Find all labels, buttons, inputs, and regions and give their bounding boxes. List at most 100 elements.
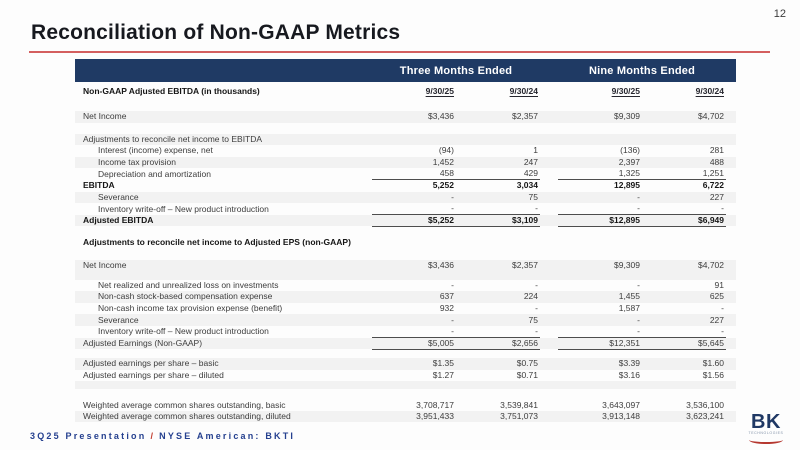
row-label: Non-GAAP Adjusted EBITDA (in thousands)	[83, 86, 260, 96]
value-cell: $1.60	[702, 358, 724, 369]
spacer-row	[75, 271, 736, 280]
value-cell: $1.35	[432, 358, 454, 369]
row-label: Adjusted earnings per share – basic	[83, 358, 219, 369]
row-label: Income tax provision	[98, 157, 176, 168]
value-cell: 932	[439, 303, 454, 314]
value-cell: 3,536,100	[686, 399, 724, 410]
logo-red-swoosh-icon	[749, 436, 783, 444]
value-cell: 1,325	[558, 168, 642, 181]
value-cell: 3,034	[516, 180, 538, 191]
row-label: Net realized and unrealized loss on inve…	[98, 279, 279, 290]
row-label: Adjustments to reconcile net income to A…	[83, 236, 351, 247]
table-row: Adjusted earnings per share – basic $1.35…	[75, 358, 736, 370]
row-label: Adjusted Earnings (Non-GAAP)	[83, 338, 203, 348]
table-row: Net realized and unrealized loss on inve…	[75, 280, 736, 292]
value-cell: 1,452	[432, 157, 454, 168]
table-row: Adjusted Earnings (Non-GAAP) $5,005 $2,656…	[75, 337, 736, 350]
value-cell: $3.16	[618, 369, 640, 380]
row-label: Severance	[98, 191, 139, 202]
row-label: Inventory write-off – New product introd…	[98, 203, 269, 214]
value-cell: -	[637, 191, 640, 202]
table-row: Net Income $3,436 $2,357 $9,309 $4,702	[75, 111, 736, 123]
row-label: Adjustments to reconcile net income to E…	[83, 133, 263, 144]
date-column-header: 9/30/24	[695, 86, 724, 96]
value-cell: 12,895	[614, 180, 640, 191]
footer-presentation-label: 3Q25 Presentation	[30, 431, 147, 441]
logo-bk-text: BK	[751, 411, 781, 433]
value-cell: 3,951,433	[416, 411, 454, 422]
value-cell: 3,623,241	[686, 411, 724, 422]
table-row: Non-cash income tax provision expense (b…	[75, 303, 736, 315]
row-label: Net Income	[83, 260, 127, 271]
value-cell: -	[451, 314, 454, 325]
table-row: Interest (income) expense, net (94) 1 (136)…	[75, 145, 736, 157]
table-row: Income tax provision 1,452 247 2,397 488	[75, 156, 736, 169]
table-row: Adjustments to reconcile net income to E…	[75, 133, 736, 146]
group-header-three-months: Three Months Ended	[399, 64, 513, 77]
value-cell: 227	[709, 314, 724, 325]
value-cell: $12,351	[558, 338, 642, 350]
value-cell: $3,436	[428, 260, 454, 271]
table-row: Adjustments to reconcile net income to A…	[75, 236, 736, 248]
spacer-row	[75, 381, 736, 390]
row-label: Non-cash income tax provision expense (b…	[98, 303, 283, 314]
spacer-row	[75, 248, 736, 260]
value-cell: 91	[714, 279, 724, 290]
value-cell: $0.71	[516, 369, 538, 380]
value-cell: 3,539,841	[500, 399, 538, 410]
logo-subtitle-text: TECHNOLOGIES	[748, 431, 784, 435]
page-number: 12	[773, 8, 786, 20]
value-cell: -	[721, 303, 724, 314]
value-cell: $1.56	[702, 369, 724, 380]
row-label: EBITDA	[83, 180, 115, 191]
date-column-header: 9/30/25	[425, 86, 454, 96]
value-cell: $3,436	[428, 111, 454, 122]
value-cell: $3,109	[456, 215, 540, 227]
value-cell: 3,708,717	[416, 399, 454, 410]
value-cell: $0.75	[516, 358, 538, 369]
value-cell: -	[372, 203, 456, 216]
table-row: Inventory write-off – New product introd…	[75, 326, 736, 338]
value-cell: 281	[709, 145, 724, 156]
value-cell: $4,702	[698, 260, 724, 271]
value-cell: 3,913,148	[602, 411, 640, 422]
value-cell: $9,309	[614, 260, 640, 271]
table-body: Non-GAAP Adjusted EBITDA (in thousands) 9…	[75, 84, 736, 423]
value-cell: -	[558, 203, 642, 216]
row-label: Weighted average common shares outstandi…	[83, 411, 291, 422]
table-row: Inventory write-off – New product introd…	[75, 203, 736, 216]
value-cell: -	[642, 326, 726, 338]
row-label: Non-cash stock-based compensation expens…	[98, 291, 273, 302]
value-cell: -	[642, 203, 726, 216]
value-cell: -	[451, 191, 454, 202]
value-cell: $1.27	[432, 369, 454, 380]
value-cell: $4,702	[698, 111, 724, 122]
table-header-band: Three Months Ended Nine Months Ended	[75, 59, 736, 82]
row-label: Weighted average common shares outstandi…	[83, 399, 286, 410]
value-cell: 1,251	[642, 168, 726, 181]
value-cell: -	[558, 326, 642, 338]
table-row: EBITDA 5,252 3,034 12,895 6,722	[75, 180, 736, 192]
table-row: Depreciation and amortization 458 429 1,325…	[75, 168, 736, 181]
row-label: Inventory write-off – New product introd…	[98, 326, 269, 337]
row-label: Severance	[98, 314, 139, 325]
value-cell: $2,656	[456, 338, 540, 350]
table-row: Adjusted EBITDA $5,252 $3,109 $12,895 $6,949	[75, 214, 736, 227]
header-band-spacer	[75, 59, 372, 82]
value-cell: 1	[533, 145, 538, 156]
value-cell: -	[637, 314, 640, 325]
value-cell: -	[535, 279, 538, 290]
table-row: Weighted average common shares outstandi…	[75, 399, 736, 411]
date-column-header: 9/30/24	[509, 86, 538, 96]
slide-title: Reconciliation of Non-GAAP Metrics	[31, 21, 401, 44]
value-cell: $3.39	[618, 358, 640, 369]
value-cell: -	[535, 303, 538, 314]
value-cell: 75	[528, 191, 538, 202]
value-cell: $5,252	[372, 215, 456, 227]
row-label: Adjusted earnings per share – diluted	[83, 369, 224, 380]
table-row: Non-GAAP Adjusted EBITDA (in thousands) 9…	[75, 84, 736, 99]
row-label: Adjusted EBITDA	[83, 215, 154, 226]
value-cell: -	[372, 326, 456, 338]
table-row: Net Income $3,436 $2,357 $9,309 $4,702	[75, 259, 736, 272]
